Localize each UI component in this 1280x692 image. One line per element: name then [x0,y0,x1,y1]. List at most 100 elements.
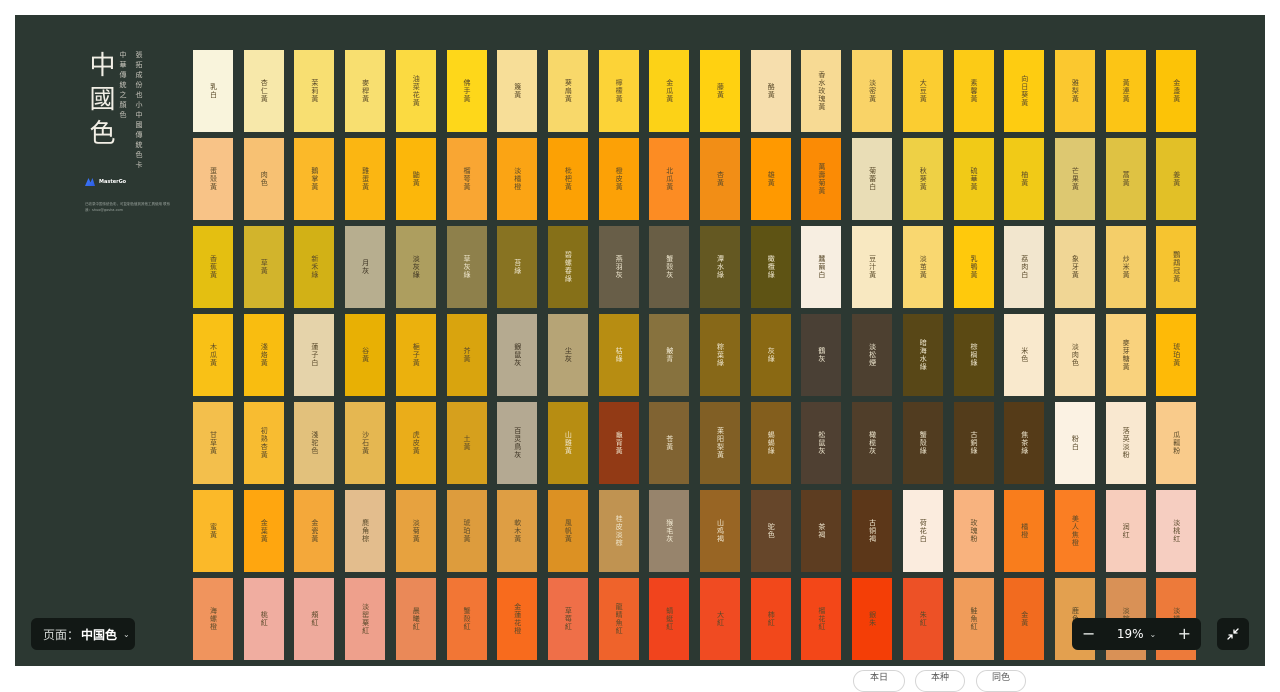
color-swatch[interactable]: 金黃 [1004,578,1045,660]
color-swatch[interactable]: 葵扇黃 [547,50,588,132]
color-swatch[interactable]: 蟹殼紅 [446,578,487,660]
color-swatch[interactable]: 山雞黃 [547,402,588,484]
color-swatch[interactable]: 芒果黃 [1054,138,1095,220]
color-swatch[interactable]: 香蕉黃 [193,226,233,308]
color-swatch[interactable]: 粉白 [1054,402,1095,484]
color-swatch[interactable]: 淺烙黃 [243,314,284,396]
color-swatch[interactable]: 素馨黃 [953,50,994,132]
color-swatch[interactable]: 枯綠 [598,314,639,396]
color-swatch[interactable]: 榴花紅 [801,578,842,660]
design-canvas[interactable]: 中國色 中華傳統之顏色 張拓成份也小中國傳統色卡 MasterGo 已收录中国传… [15,15,1265,666]
color-swatch[interactable]: 鼬黃 [395,138,436,220]
color-swatch[interactable]: 乳白 [193,50,233,132]
color-swatch[interactable]: 山鸡褐 [700,490,740,572]
color-swatch[interactable]: 乳鴨黃 [953,226,994,308]
color-swatch[interactable]: 猴毛灰 [649,490,690,572]
color-swatch[interactable]: 玫瑰粉 [953,490,994,572]
color-swatch[interactable]: 百灵鳥灰 [497,402,538,484]
color-swatch[interactable]: 米色 [1004,314,1045,396]
color-swatch[interactable]: 豆汁黃 [852,226,893,308]
color-swatch[interactable]: 蜜黃 [193,490,233,572]
color-swatch[interactable]: 杏仁黃 [243,50,284,132]
color-swatch[interactable]: 蟹殼灰 [649,226,690,308]
color-swatch[interactable]: 柿紅 [750,578,791,660]
color-swatch[interactable]: 龜背黃 [598,402,639,484]
color-swatch[interactable]: 月灰 [345,226,386,308]
zoom-in-button[interactable]: + [1177,624,1191,643]
color-swatch[interactable]: 藤黃 [700,50,740,132]
color-swatch[interactable]: 蜴蜴綠 [750,402,791,484]
color-swatch[interactable]: 淺驼色 [294,402,335,484]
color-swatch[interactable]: 金瓜黃 [649,50,690,132]
color-swatch[interactable]: 淡罂粟紅 [345,578,386,660]
color-swatch[interactable]: 尘灰 [547,314,588,396]
color-swatch[interactable]: 淡松煙 [852,314,893,396]
color-swatch[interactable]: 杏黃 [700,138,740,220]
color-swatch[interactable]: 莱阳梨黃 [700,402,740,484]
color-swatch[interactable]: 淡肉色 [1054,314,1095,396]
color-swatch[interactable]: 硫華黃 [953,138,994,220]
color-swatch[interactable]: 金蓮花橙 [497,578,538,660]
color-swatch[interactable]: 古铜褐 [852,490,893,572]
color-swatch[interactable]: 金盞黃 [1156,50,1197,132]
color-swatch[interactable]: 潭水綠 [700,226,740,308]
zoom-out-button[interactable]: − [1082,624,1096,643]
color-swatch[interactable]: 鮍青 [649,314,690,396]
color-swatch[interactable]: 淡菊黃 [395,490,436,572]
color-swatch[interactable]: 橙皮黃 [598,138,639,220]
color-swatch[interactable]: 淡茧黃 [902,226,943,308]
color-swatch[interactable]: 雞蛋黃 [345,138,386,220]
bottom-tab-1[interactable]: 本日 [853,670,905,692]
color-swatch[interactable]: 蓮子白 [294,314,335,396]
color-swatch[interactable]: 雅梨黃 [1054,50,1095,132]
color-swatch[interactable]: 麥芽糖黃 [1105,314,1146,396]
color-swatch[interactable]: 油菜花黃 [395,50,436,132]
color-swatch[interactable]: 茉莉黃 [294,50,335,132]
color-swatch[interactable]: 鵝掌黃 [294,138,335,220]
color-swatch[interactable]: 草黃 [243,226,284,308]
color-swatch[interactable]: 秋葵黃 [902,138,943,220]
color-swatch[interactable]: 風帆黃 [547,490,588,572]
color-swatch[interactable]: 蜻蜓紅 [649,578,690,660]
color-swatch[interactable]: 麥稈黃 [345,50,386,132]
color-swatch[interactable]: 篾黃 [497,50,538,132]
color-swatch[interactable]: 棕榈綠 [953,314,994,396]
color-swatch[interactable]: 谷黃 [345,314,386,396]
color-swatch[interactable]: 黃連黃 [1105,50,1146,132]
bottom-tab-2[interactable]: 本种 [915,670,965,692]
color-swatch[interactable]: 瓜瓤粉 [1156,402,1197,484]
color-swatch[interactable]: 驼色 [750,490,791,572]
color-swatch[interactable]: 象牙黃 [1054,226,1095,308]
color-swatch[interactable]: 軟木黃 [497,490,538,572]
color-swatch[interactable]: 木瓜黃 [193,314,233,396]
color-swatch[interactable]: 酪黃 [750,50,791,132]
color-swatch[interactable]: 美人焦橙 [1054,490,1095,572]
color-swatch[interactable]: 大紅 [700,578,740,660]
color-swatch[interactable]: 桃紅 [243,578,284,660]
color-swatch[interactable]: 萬壽菊黃 [801,138,842,220]
color-swatch[interactable]: 润红 [1105,490,1146,572]
color-swatch[interactable]: 柚黃 [1004,138,1045,220]
color-swatch[interactable]: 北瓜黃 [649,138,690,220]
color-swatch[interactable]: 蛋殼黃 [193,138,233,220]
color-swatch[interactable]: 炒米黃 [1105,226,1146,308]
color-swatch[interactable]: 鸚鵡冠黃 [1156,226,1197,308]
color-swatch[interactable]: 草莓紅 [547,578,588,660]
color-swatch[interactable]: 銀朱 [852,578,893,660]
color-swatch[interactable]: 肉色 [243,138,284,220]
color-swatch[interactable]: 甘草黃 [193,402,233,484]
color-swatch[interactable]: 土黃 [446,402,487,484]
color-swatch[interactable]: 晨曦紅 [395,578,436,660]
color-swatch[interactable]: 金葉黃 [243,490,284,572]
collapse-button[interactable] [1217,618,1249,650]
color-swatch[interactable]: 草灰綠 [446,226,487,308]
color-swatch[interactable]: 麂角棕 [345,490,386,572]
color-swatch[interactable]: 銀鼠灰 [497,314,538,396]
color-swatch[interactable]: 茶褐 [801,490,842,572]
color-swatch[interactable]: 雄黃 [750,138,791,220]
color-swatch[interactable]: 沙石黃 [345,402,386,484]
color-swatch[interactable]: 向日葵黃 [1004,50,1045,132]
color-swatch[interactable]: 淡橘橙 [497,138,538,220]
color-swatch[interactable]: 淡密黃 [852,50,893,132]
color-swatch[interactable]: 焦茶綠 [1004,402,1045,484]
